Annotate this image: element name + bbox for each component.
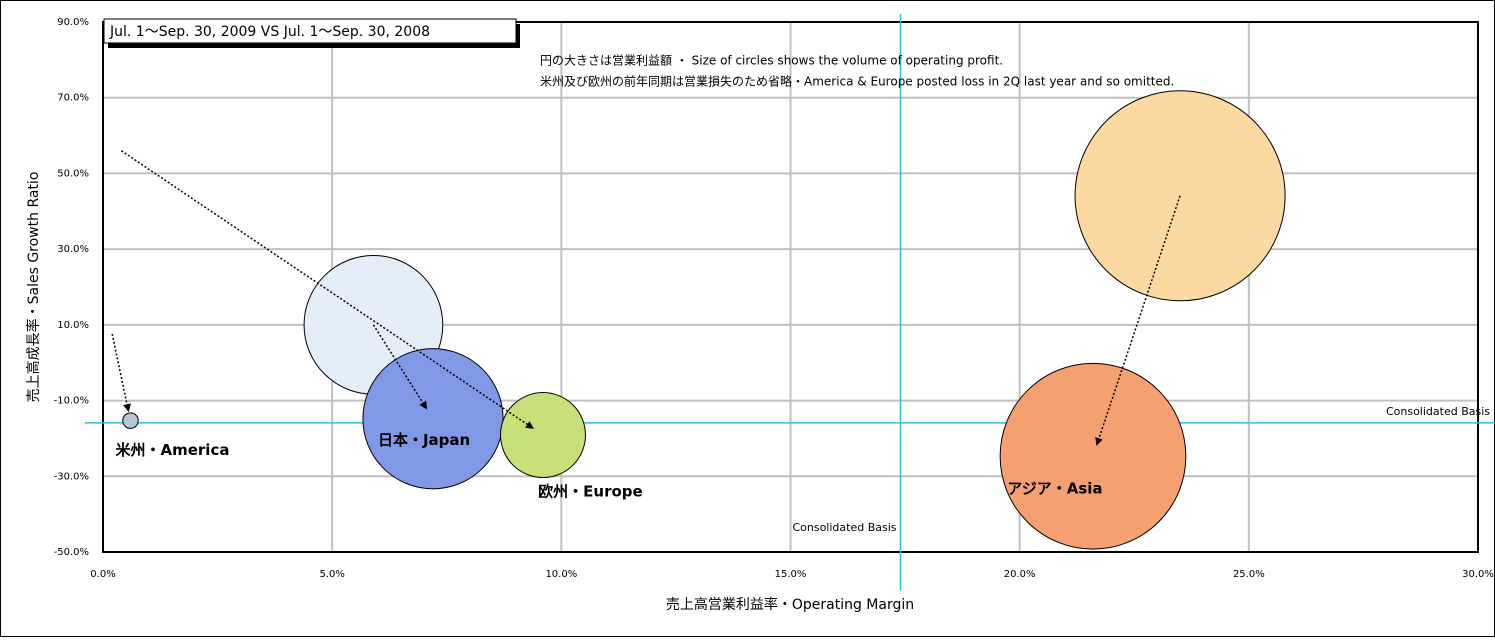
x-tick-label: 0.0% — [90, 569, 115, 580]
x-tick-label: 10.0% — [545, 569, 577, 580]
y-tick-label: 10.0% — [57, 320, 89, 331]
trend-arrow — [111, 333, 131, 413]
annotation: 円の大きさは営業利益額 ・ Size of circles shows the … — [540, 54, 1003, 68]
y-tick-label: -10.0% — [54, 396, 89, 407]
x-tick-label: 15.0% — [775, 569, 807, 580]
annotation: 米州及び欧州の前年同期は営業損失のため省略・America & Europe p… — [540, 74, 1174, 89]
region-label: 欧州・Europe — [538, 483, 643, 501]
trend-arrow — [372, 324, 428, 410]
y-axis-label: 売上高成長率・Sales Growth Ratio — [25, 172, 42, 403]
reference-label: Consolidated Basis — [1386, 405, 1490, 418]
x-tick-label: 25.0% — [1233, 569, 1265, 580]
region-label: アジア・Asia — [1007, 480, 1102, 498]
y-tick-label: -50.0% — [54, 547, 89, 558]
plot-border — [102, 21, 1479, 553]
x-tick-label: 20.0% — [1004, 569, 1036, 580]
x-tick-label: 30.0% — [1462, 569, 1494, 580]
y-tick-label: -30.0% — [54, 471, 89, 482]
x-tick-label: 5.0% — [319, 569, 344, 580]
title-box — [103, 18, 517, 44]
bubble — [500, 392, 586, 478]
chart-title: Jul. 1～Sep. 30, 2009 VS Jul. 1～Sep. 30, … — [109, 24, 430, 40]
x-axis-label: 売上高営業利益率・Operating Margin — [666, 596, 914, 613]
region-label: 米州・America — [116, 441, 230, 459]
bubble — [122, 412, 139, 429]
trend-arrow — [120, 150, 534, 429]
reference-label: Consolidated Basis — [792, 521, 896, 534]
y-tick-label: 90.0% — [57, 17, 89, 28]
y-tick-label: 70.0% — [57, 93, 89, 104]
bubble — [362, 348, 504, 490]
y-tick-label: 50.0% — [57, 168, 89, 179]
y-tick-label: 30.0% — [57, 244, 89, 255]
bubble — [999, 362, 1187, 550]
region-label: 日本・Japan — [378, 431, 470, 449]
